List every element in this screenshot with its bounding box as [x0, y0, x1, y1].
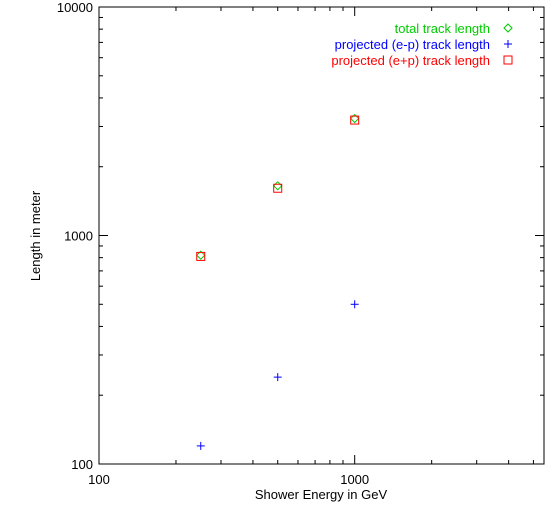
data-marks	[196, 113, 360, 450]
x-axis-label: Shower Energy in GeV	[255, 487, 388, 502]
series	[196, 113, 360, 260]
y-axis-label: Length in meter	[28, 190, 43, 281]
plot-frame	[98, 6, 545, 465]
axis-ticks: 100 1000 10000 100 1000	[57, 0, 544, 487]
legend-label: projected (e+p) track length	[331, 53, 490, 68]
plus-point	[196, 441, 205, 450]
diamond-point	[503, 23, 513, 33]
x-tick-label: 1000	[340, 472, 369, 487]
series	[196, 300, 359, 450]
x-tick-label: 100	[88, 472, 110, 487]
plus-point	[504, 40, 512, 48]
y-tick-label: 10000	[57, 0, 93, 15]
diamond-point	[349, 113, 360, 124]
diamond-point	[196, 250, 206, 260]
y-tick-label: 100	[71, 457, 93, 472]
y-tick-label: 1000	[64, 229, 93, 244]
square-point	[503, 55, 513, 65]
square-point	[350, 115, 360, 125]
plus-point	[350, 300, 359, 309]
square-point	[273, 183, 283, 193]
series	[196, 115, 360, 261]
legend-label: total track length	[395, 21, 490, 36]
legend-label: projected (e-p) track length	[335, 37, 490, 52]
plus-point	[273, 373, 282, 382]
diamond-point	[273, 181, 283, 191]
square-point	[196, 251, 206, 261]
